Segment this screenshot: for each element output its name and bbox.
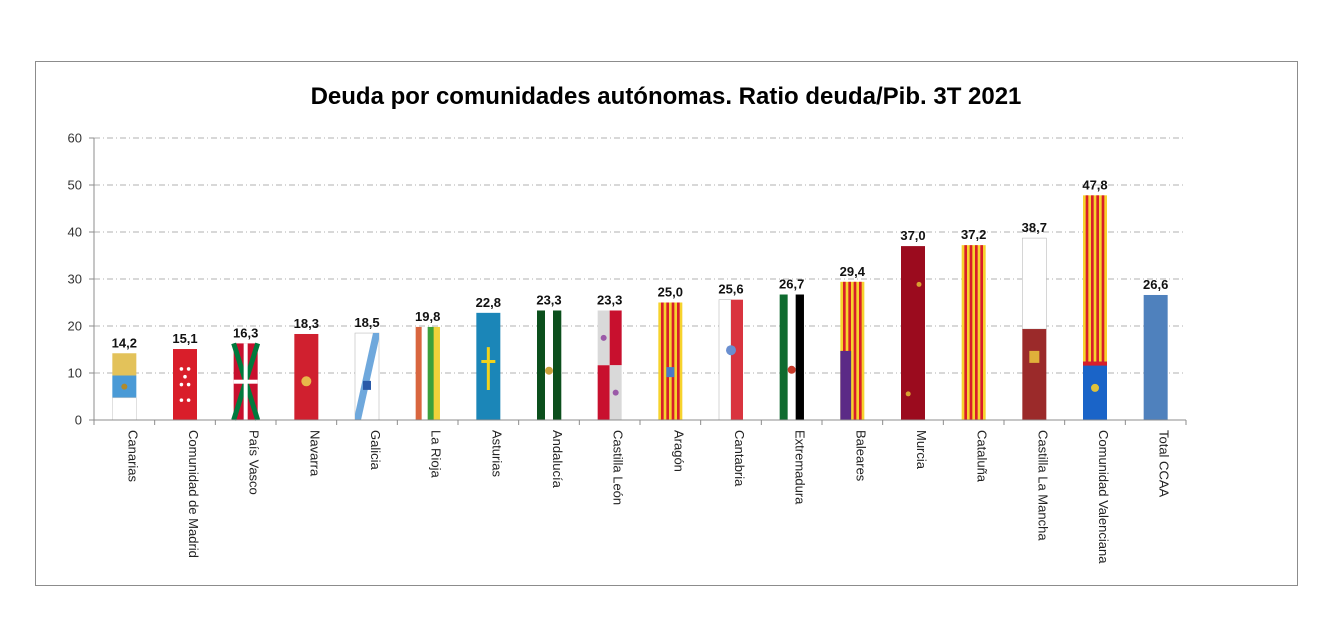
- x-tick-label: Comunidad Valenciana: [1096, 430, 1111, 564]
- data-label: 47,8: [1082, 177, 1107, 192]
- y-tick-label: 20: [68, 319, 82, 334]
- data-label: 18,3: [294, 316, 319, 331]
- data-label: 18,5: [354, 315, 379, 330]
- x-tick-label: Total CCAA: [1157, 430, 1172, 498]
- x-tick-label: Canarias: [125, 430, 140, 483]
- x-tick-label: Asturias: [489, 430, 504, 477]
- chart-svg: Deuda por comunidades autónomas. Ratio d…: [68, 83, 1187, 564]
- x-tick-label: Castilla León: [611, 430, 626, 505]
- bar-canarias: [112, 353, 137, 421]
- data-label: 29,4: [840, 264, 866, 279]
- data-label: 15,1: [172, 331, 197, 346]
- data-label: 38,7: [1022, 220, 1047, 235]
- data-label: 25,0: [658, 285, 683, 300]
- y-tick-label: 30: [68, 272, 82, 287]
- bar-cataluna: [961, 245, 986, 420]
- x-tick-label: Andalucía: [550, 430, 565, 489]
- y-tick-label: 60: [68, 131, 82, 146]
- chart-title: Deuda por comunidades autónomas. Ratio d…: [311, 83, 1022, 110]
- bar-murcia: [901, 246, 925, 420]
- y-tick-label: 50: [68, 178, 82, 193]
- axes: [93, 138, 1187, 425]
- bar-total-ccaa: [1143, 294, 1168, 420]
- data-label: 23,3: [536, 292, 561, 307]
- data-label: 19,8: [415, 309, 440, 324]
- y-tick-label: 0: [75, 413, 82, 428]
- bar-castilla-la-mancha: [1022, 237, 1047, 420]
- data-label: 37,0: [900, 228, 925, 243]
- bar-comunidad-valenciana: [1083, 195, 1107, 420]
- chart-frame: Deuda por comunidades autónomas. Ratio d…: [35, 61, 1298, 586]
- bar-comunidad-de-madrid: [173, 349, 197, 420]
- bar-baleares: [840, 281, 865, 420]
- data-label: 25,6: [718, 282, 743, 297]
- data-label: 37,2: [961, 227, 986, 242]
- bar-galicia: [354, 332, 380, 421]
- x-tick-label: Castilla La Mancha: [1035, 430, 1050, 541]
- x-tick-label: Cantabria: [732, 430, 747, 487]
- y-axis-ticks: 0 10 20 30 40 50 60: [68, 131, 94, 428]
- data-label: 14,2: [112, 335, 137, 350]
- x-tick-label: Extremadura: [793, 430, 808, 505]
- bar-pais-vasco: [231, 342, 261, 421]
- data-label: 22,8: [476, 295, 501, 310]
- y-tick-label: 40: [68, 225, 82, 240]
- bar-extremadura: [779, 294, 804, 420]
- x-tick-label: Aragón: [671, 430, 686, 472]
- bar-castilla-leon: [597, 310, 622, 420]
- data-label: 16,3: [233, 325, 258, 340]
- gridlines: [94, 137, 1186, 374]
- data-label: 26,7: [779, 277, 804, 292]
- x-tick-label: Navarra: [307, 430, 322, 477]
- x-axis-labels: Canarias Comunidad de Madrid País Vasco Nav…: [125, 430, 1171, 564]
- x-tick-label: País Vasco: [247, 430, 262, 495]
- x-tick-label: Baleares: [853, 430, 868, 482]
- bar-aragon: [658, 302, 683, 420]
- data-label: 26,6: [1143, 277, 1168, 292]
- bar-asturias: [476, 312, 501, 420]
- bar-cantabria: [718, 299, 743, 421]
- bars: [112, 195, 1168, 421]
- x-tick-label: Cataluña: [975, 430, 990, 483]
- x-tick-label: La Rioja: [429, 430, 444, 478]
- bar-navarra: [294, 333, 319, 420]
- x-tick-label: Comunidad de Madrid: [186, 430, 201, 558]
- bar-andalucia: [537, 310, 562, 420]
- y-tick-label: 10: [68, 366, 82, 381]
- data-labels: 14,2 15,1 16,3 18,3 18,5 19,8 22,8 23,3 23,3 25,0…: [112, 177, 1169, 350]
- x-tick-label: Murcia: [914, 430, 929, 470]
- bar-la-rioja: [415, 326, 440, 420]
- data-label: 23,3: [597, 292, 622, 307]
- x-tick-label: Galicia: [368, 430, 383, 471]
